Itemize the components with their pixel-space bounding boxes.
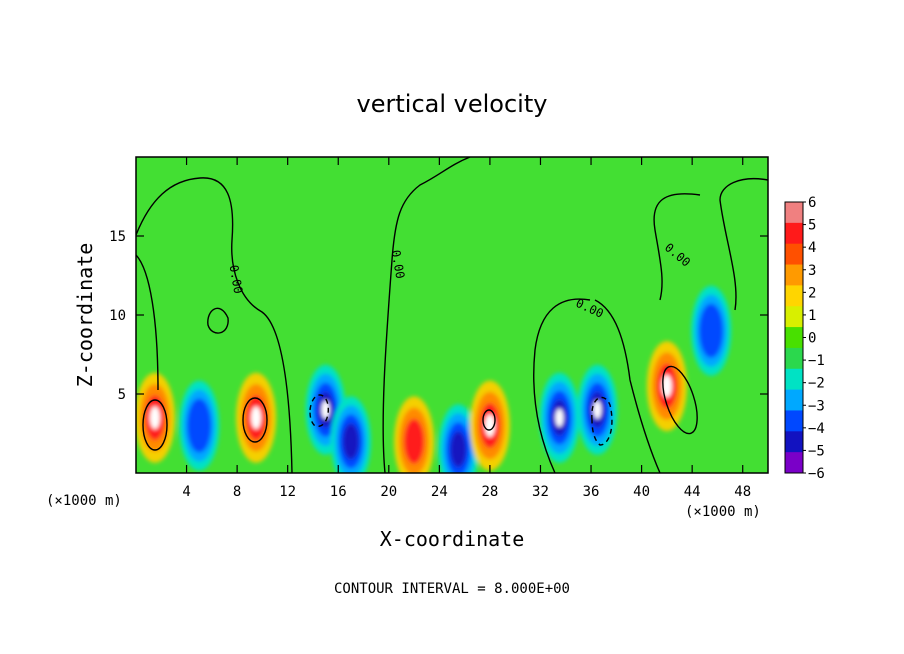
field-feature	[321, 400, 330, 419]
y-axis: 5 10 15	[109, 229, 768, 403]
x-tick-label: 36	[583, 484, 600, 500]
field-feature	[699, 303, 724, 358]
field-feature	[484, 414, 495, 437]
zero-contour	[719, 178, 768, 311]
zero-contour	[136, 254, 159, 391]
x-tick-label: 44	[684, 484, 701, 500]
colorbar-label: 2	[808, 285, 816, 301]
field-feature	[661, 374, 672, 398]
colorbar: 6 5 4 3 2 1 0 −1 −2 −3 −4 −5 −6	[784, 195, 825, 482]
x-unit-left: (×1000 m)	[46, 493, 122, 509]
x-axis-label: X-coordinate	[380, 527, 525, 551]
x-tick-label: 28	[481, 484, 498, 500]
velocity-field	[136, 285, 732, 473]
positive-contour	[662, 365, 698, 435]
colorbar-label: −4	[808, 421, 825, 437]
x-unit-right: (×1000 m)	[685, 504, 761, 520]
positive-contour	[482, 409, 496, 431]
colorbar-label: −6	[808, 466, 825, 482]
zero-contour	[207, 307, 229, 334]
colorbar-swatch	[785, 306, 803, 328]
contour-lines	[136, 157, 768, 473]
zero-contour	[533, 298, 591, 473]
contour-label: 0.00	[227, 264, 246, 295]
x-axis: 4 8 12 16 20 24 28 32 36 40 44 48	[182, 157, 751, 500]
x-tick-label: 48	[734, 484, 751, 500]
field-feature	[450, 431, 467, 468]
y-axis-label: Z-coordinate	[73, 243, 97, 388]
colorbar-swatch	[785, 202, 803, 224]
x-tick-label: 20	[380, 484, 397, 500]
x-tick-label: 32	[532, 484, 549, 500]
x-tick-label: 4	[182, 484, 190, 500]
colorbar-swatch	[785, 389, 803, 411]
contour-label: 0.00	[389, 249, 408, 280]
colorbar-swatch	[785, 452, 803, 474]
colorbar-swatch	[785, 243, 803, 266]
y-tick-label: 5	[118, 387, 126, 403]
colorbar-label: −2	[808, 376, 825, 392]
y-tick-label: 15	[109, 229, 126, 245]
x-tick-label: 24	[431, 484, 448, 500]
colorbar-label: 3	[808, 263, 816, 279]
colorbar-label: 5	[808, 218, 816, 234]
zero-contour	[382, 157, 471, 473]
y-tick-label: 10	[109, 308, 126, 324]
chart-title: vertical velocity	[357, 90, 548, 118]
colorbar-swatch	[785, 264, 803, 286]
field-feature	[149, 406, 160, 429]
colorbar-label: 6	[808, 195, 816, 211]
field-feature	[251, 406, 262, 429]
field-feature	[187, 398, 212, 453]
plot-area: 0.00 0.000.000.00	[136, 157, 768, 473]
zero-contour	[653, 193, 701, 301]
colorbar-swatch	[785, 368, 803, 391]
field-feature	[342, 423, 359, 460]
colorbar-swatch	[785, 222, 803, 245]
negative-contour	[591, 396, 613, 446]
colorbar-swatch	[785, 327, 803, 349]
colorbar-swatch	[785, 285, 803, 307]
contour-interval-note: CONTOUR INTERVAL = 8.000E+00	[334, 581, 570, 597]
field-feature	[555, 408, 564, 427]
colorbar-label: 0	[808, 331, 816, 347]
negative-contour	[309, 394, 329, 427]
colorbar-swatch	[785, 347, 803, 370]
field-feature	[404, 418, 425, 464]
colorbar-label: 4	[808, 240, 816, 256]
x-tick-label: 12	[279, 484, 296, 500]
zero-contour	[136, 177, 293, 473]
colorbar-label: −5	[808, 443, 825, 459]
positive-contour	[242, 397, 268, 443]
colorbar-label: 1	[808, 308, 816, 324]
positive-contour	[142, 399, 168, 451]
colorbar-swatch	[785, 410, 803, 432]
colorbar-label: −1	[808, 353, 825, 369]
colorbar-label: −3	[808, 398, 825, 414]
x-tick-label: 8	[233, 484, 241, 500]
x-tick-label: 40	[633, 484, 650, 500]
field-feature	[593, 400, 602, 419]
zero-contour	[594, 299, 661, 473]
x-tick-label: 16	[330, 484, 347, 500]
colorbar-swatch	[785, 431, 803, 453]
